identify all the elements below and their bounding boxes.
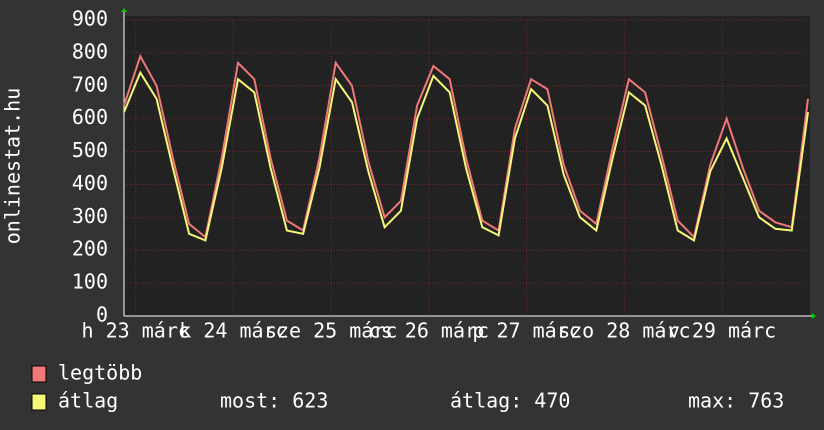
x-tick-label: szo 28 márc [558,319,690,343]
axis-arrow [121,8,127,12]
legend-label: átlag [58,389,118,413]
y-tick-label: 300 [72,204,108,228]
legend-stat: átlag: 470 [450,389,570,413]
y-tick-label: 0 [96,303,108,327]
x-tick-label: k 24 márc [179,319,287,343]
legend-stat: most: 623 [220,389,328,413]
legend-stat: max: 763 [688,389,784,413]
axis-arrow [812,313,816,319]
y-tick-label: 700 [72,72,108,96]
y-tick-label: 200 [72,237,108,261]
y-tick-label: 100 [72,270,108,294]
legend-swatch [31,393,47,411]
series-line [123,70,809,242]
x-tick-label: sze 25 márc [265,319,397,343]
y-tick-label: 900 [72,7,108,31]
x-tick-label: h 23 márc [82,319,190,343]
legend-swatch [31,365,47,383]
y-tick-label: 400 [72,171,108,195]
x-tick-label: cs 26 márc [369,319,489,343]
x-tick-label: v 29 márc [668,319,776,343]
y-axis-label: onlinestat.hu [1,88,25,245]
legend-label: legtöbb [58,361,142,385]
plot-area [124,16,810,316]
x-tick-label: p 27 márc [472,319,580,343]
y-tick-label: 500 [72,138,108,162]
y-tick-label: 800 [72,39,108,63]
y-tick-label: 600 [72,105,108,129]
